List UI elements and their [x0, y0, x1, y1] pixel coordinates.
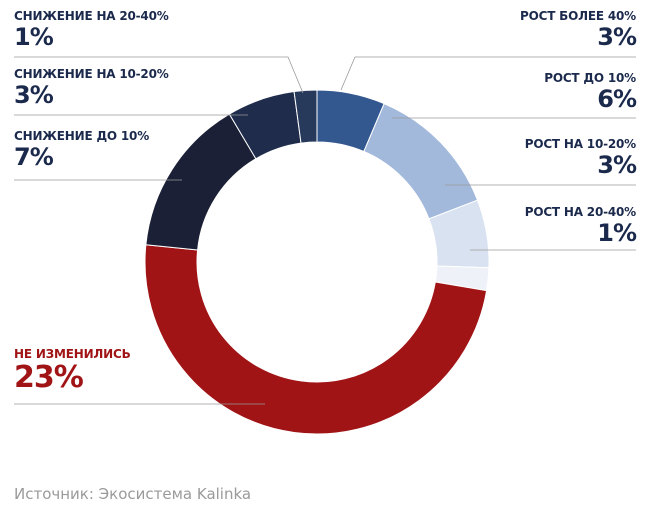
slice-category: НЕ ИЗМЕНИЛИСЬ — [14, 347, 131, 361]
slice-label-5: НЕ ИЗМЕНИЛИСЬ 23% — [14, 348, 131, 393]
slice-category: СНИЖЕНИЕ ДО 10% — [14, 129, 150, 143]
slice-6 — [145, 113, 257, 251]
slice-label-7: СНИЖЕНИЕ НА 10-20% 3% — [14, 68, 169, 107]
leader-line-1 — [340, 56, 636, 91]
slice-category: СНИЖЕНИЕ НА 10-20% — [14, 67, 169, 81]
slice-value: 7% — [14, 143, 54, 171]
slice-label-2: РОСТ ДО 10% 6% — [544, 71, 637, 113]
slice-value: 3% — [597, 151, 637, 179]
slice-label-6: СНИЖЕНИЕ ДО 10% 7% — [14, 130, 149, 169]
slice-category: РОСТ НА 20-40% — [524, 205, 636, 219]
slice-category: РОСТ ДО 10% — [544, 71, 636, 85]
slice-value: 1% — [597, 219, 637, 247]
slice-label-4: РОСТ НА 20-40% 1% — [524, 205, 637, 247]
slice-value: 1% — [14, 23, 54, 51]
source-note: Источник: Экосистема Kalinka — [14, 485, 252, 503]
slice-value: 3% — [14, 81, 54, 109]
slice-label-8: СНИЖЕНИЕ НА 20-40% 1% — [14, 10, 169, 49]
slice-label-1: РОСТ БОЛЕЕ 40% 3% — [520, 9, 637, 51]
slice-category: СНИЖЕНИЕ НА 20-40% — [14, 9, 169, 23]
slice-2 — [363, 102, 479, 220]
slice-category: РОСТ БОЛЕЕ 40% — [520, 9, 636, 23]
leader-line-8 — [14, 56, 304, 94]
slice-label-3: РОСТ НА 10-20% 3% — [524, 137, 637, 179]
slice-category: РОСТ НА 10-20% — [524, 137, 636, 151]
slice-value: 3% — [597, 23, 637, 51]
slice-value: 23% — [14, 360, 84, 395]
slice-5 — [144, 244, 488, 435]
slice-value: 6% — [597, 85, 637, 113]
